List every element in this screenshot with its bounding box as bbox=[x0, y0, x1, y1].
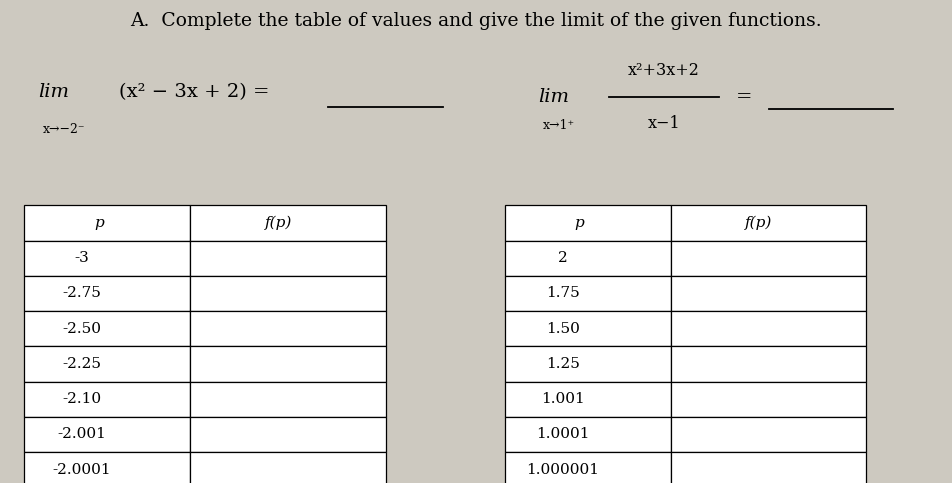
Bar bbox=[671, 452, 866, 483]
Bar bbox=[24, 276, 190, 311]
Bar bbox=[24, 346, 190, 382]
Text: -2.75: -2.75 bbox=[63, 286, 102, 300]
Text: -2.0001: -2.0001 bbox=[52, 463, 111, 477]
Bar bbox=[190, 311, 386, 346]
Text: x→1⁺: x→1⁺ bbox=[543, 119, 575, 132]
Bar bbox=[190, 241, 386, 276]
Text: 2: 2 bbox=[558, 251, 567, 265]
Text: 1.25: 1.25 bbox=[545, 357, 580, 371]
Bar bbox=[671, 276, 866, 311]
Bar bbox=[505, 311, 671, 346]
Bar bbox=[505, 382, 671, 417]
Text: p: p bbox=[575, 216, 585, 230]
Text: -2.50: -2.50 bbox=[63, 322, 102, 336]
Bar bbox=[505, 417, 671, 452]
Bar bbox=[190, 346, 386, 382]
Text: 1.0001: 1.0001 bbox=[536, 427, 589, 441]
Text: x−1: x−1 bbox=[647, 114, 681, 132]
Text: -3: -3 bbox=[75, 251, 89, 265]
Text: lim: lim bbox=[538, 87, 569, 106]
Bar bbox=[190, 276, 386, 311]
Text: -2.25: -2.25 bbox=[63, 357, 102, 371]
Text: 1.50: 1.50 bbox=[545, 322, 580, 336]
Bar bbox=[24, 311, 190, 346]
Bar bbox=[190, 205, 386, 241]
Text: -2.10: -2.10 bbox=[63, 392, 102, 406]
Bar bbox=[24, 382, 190, 417]
Text: x→−2⁻: x→−2⁻ bbox=[43, 123, 86, 136]
Text: 1.000001: 1.000001 bbox=[526, 463, 600, 477]
Bar bbox=[671, 382, 866, 417]
Text: f(p): f(p) bbox=[265, 216, 292, 230]
Bar bbox=[190, 452, 386, 483]
Bar bbox=[24, 205, 190, 241]
Bar bbox=[190, 417, 386, 452]
Text: p: p bbox=[94, 216, 104, 230]
Text: 1.001: 1.001 bbox=[541, 392, 585, 406]
Bar bbox=[505, 241, 671, 276]
Bar bbox=[505, 452, 671, 483]
Text: A.  Complete the table of values and give the limit of the given functions.: A. Complete the table of values and give… bbox=[130, 12, 822, 30]
Bar bbox=[24, 452, 190, 483]
Text: lim: lim bbox=[38, 83, 69, 100]
Bar bbox=[671, 205, 866, 241]
Bar bbox=[505, 276, 671, 311]
Bar bbox=[505, 205, 671, 241]
Bar bbox=[24, 241, 190, 276]
Text: =: = bbox=[736, 87, 752, 106]
Text: 1.75: 1.75 bbox=[546, 286, 580, 300]
Bar bbox=[671, 346, 866, 382]
Bar bbox=[671, 241, 866, 276]
Bar bbox=[671, 417, 866, 452]
Text: -2.001: -2.001 bbox=[58, 427, 107, 441]
Text: f(p): f(p) bbox=[745, 216, 773, 230]
Text: x²+3x+2: x²+3x+2 bbox=[628, 61, 700, 79]
Bar bbox=[24, 417, 190, 452]
Bar bbox=[190, 382, 386, 417]
Text: (x² − 3x + 2) =: (x² − 3x + 2) = bbox=[119, 83, 269, 100]
Bar bbox=[505, 346, 671, 382]
Bar bbox=[671, 311, 866, 346]
